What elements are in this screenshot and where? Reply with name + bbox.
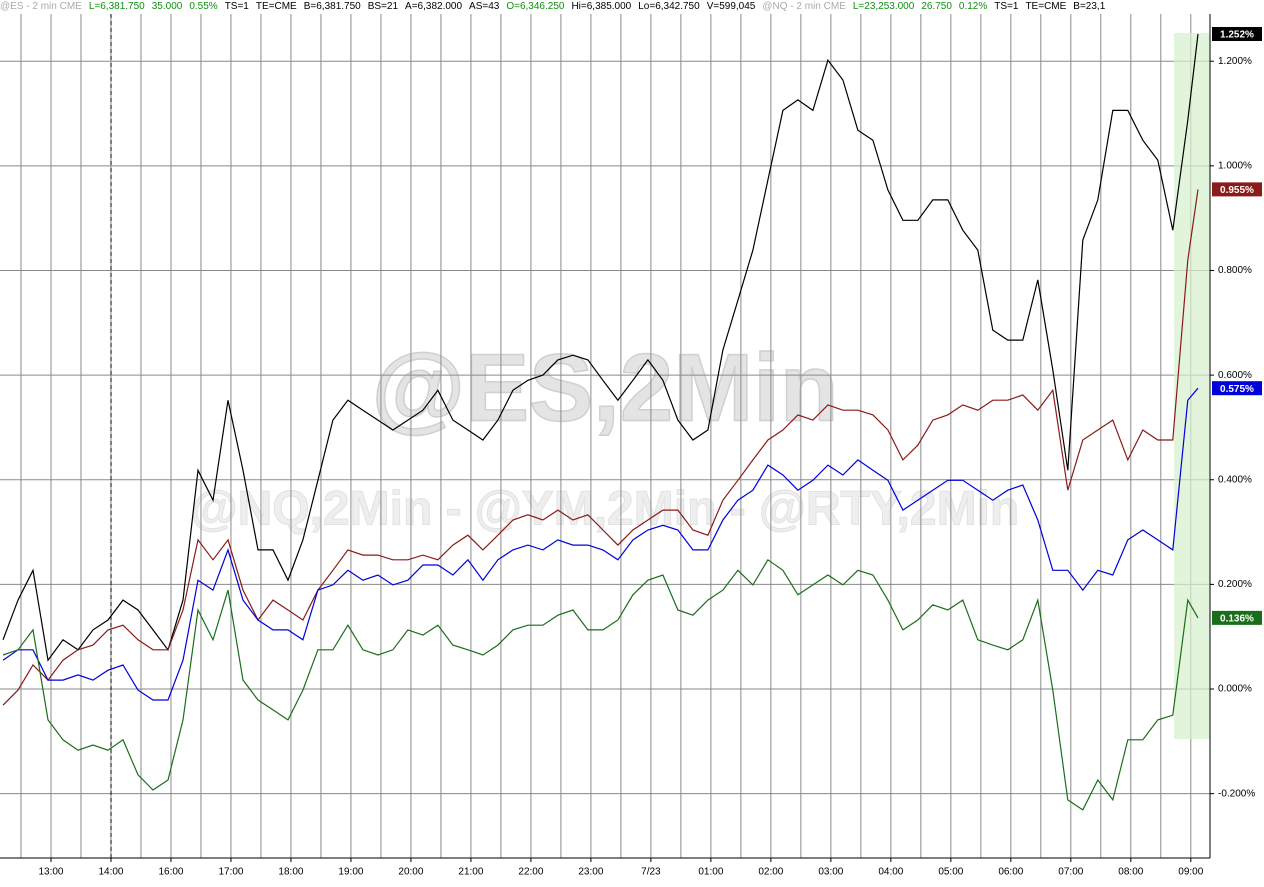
- quote-field: B=6,381.750: [303, 1, 361, 12]
- quote-field: B=23,1: [1073, 1, 1106, 12]
- quote-field: @ES - 2 min CME: [0, 1, 82, 12]
- x-tick-label: 13:00: [38, 867, 63, 878]
- last-value-label: 0.136%: [1220, 614, 1254, 625]
- quote-field: L=6,381.750: [88, 1, 145, 12]
- axis-labels: -0.200% 0.000% 0.200% 0.400% 0.600% 0.800% 1.0…: [38, 27, 1262, 878]
- x-tick-label: 7/23: [641, 867, 661, 878]
- x-tick-label: 17:00: [218, 867, 243, 878]
- x-tick-label: 03:00: [818, 867, 843, 878]
- quote-field: Hi=6,385.000: [571, 1, 632, 12]
- x-tick-label: 09:00: [1178, 867, 1203, 878]
- quote-field: TS=1: [994, 1, 1019, 12]
- last-value-box: [1212, 27, 1262, 42]
- y-tick-label: 0.600%: [1218, 370, 1252, 381]
- x-tick-label: 23:00: [578, 867, 603, 878]
- x-tick-label: 04:00: [878, 867, 903, 878]
- quote-field: V=599,045: [706, 1, 756, 12]
- last-value-label: 1.252%: [1220, 30, 1254, 41]
- last-value-label: 0.955%: [1220, 185, 1254, 196]
- quote-field: O=6,346.250: [506, 1, 565, 12]
- grid: [0, 14, 1210, 858]
- y-tick-label: -0.200%: [1218, 788, 1255, 799]
- quote-field: 0.12%: [958, 1, 988, 12]
- x-tick-label: 16:00: [158, 867, 183, 878]
- x-tick-label: 18:00: [278, 867, 303, 878]
- quote-field: 35.000: [151, 1, 183, 12]
- x-tick-label: 02:00: [758, 867, 783, 878]
- quote-field: BS=21: [367, 1, 399, 12]
- quote-field: Lo=6,342.750: [638, 1, 700, 12]
- quote-bar: @ES - 2 min CME L=6,381.750 35.000 0.55% TS=…: [0, 0, 1210, 14]
- x-tick-label: 14:00: [98, 867, 123, 878]
- watermarks: @ES,2Min @NQ,2Min - @YM,2Min - @RTY,2Min: [190, 334, 1019, 537]
- last-value-box: [1212, 381, 1262, 396]
- highlight-region: [1174, 33, 1210, 739]
- quote-field: AS=43: [469, 1, 500, 12]
- last-value-box: [1212, 610, 1262, 625]
- last-value-box: [1212, 182, 1262, 197]
- y-tick-label: 0.000%: [1218, 684, 1252, 695]
- quote-field: A=6,382.000: [405, 1, 463, 12]
- x-tick-label: 21:00: [458, 867, 483, 878]
- y-tick-label: 0.800%: [1218, 265, 1252, 276]
- watermark-secondary: @NQ,2Min - @YM,2Min - @RTY,2Min: [191, 483, 1019, 536]
- quote-field: @NQ - 2 min CME: [762, 1, 846, 12]
- x-tick-label: 07:00: [1058, 867, 1083, 878]
- last-value-label: 0.575%: [1220, 384, 1254, 395]
- x-tick-label: 22:00: [518, 867, 543, 878]
- x-tick-label: 06:00: [998, 867, 1023, 878]
- quote-field: TS=1: [224, 1, 249, 12]
- quote-field: L=23,253.000: [852, 1, 915, 12]
- x-tick-label: 08:00: [1118, 867, 1143, 878]
- quote-field: TE=CME: [255, 1, 297, 12]
- x-tick-label: 01:00: [698, 867, 723, 878]
- x-tick-label: 19:00: [338, 867, 363, 878]
- quote-field: 0.55%: [189, 1, 218, 12]
- series-line: [2, 387, 1199, 701]
- watermark: @ES,2Min: [371, 334, 838, 441]
- x-tick-label: 05:00: [938, 867, 963, 878]
- series-line: [2, 33, 1199, 662]
- y-tick-label: 0.400%: [1218, 474, 1252, 485]
- series-line: [2, 558, 1199, 811]
- plot: [2, 33, 1199, 811]
- y-tick-label: 1.000%: [1218, 160, 1252, 171]
- series-line: [2, 189, 1199, 706]
- quote-field: TE=CME: [1025, 1, 1067, 12]
- y-tick-label: 0.200%: [1218, 579, 1252, 590]
- quote-field: 26.750: [921, 1, 952, 12]
- y-tick-label: 1.200%: [1218, 56, 1252, 67]
- x-tick-label: 20:00: [398, 867, 423, 878]
